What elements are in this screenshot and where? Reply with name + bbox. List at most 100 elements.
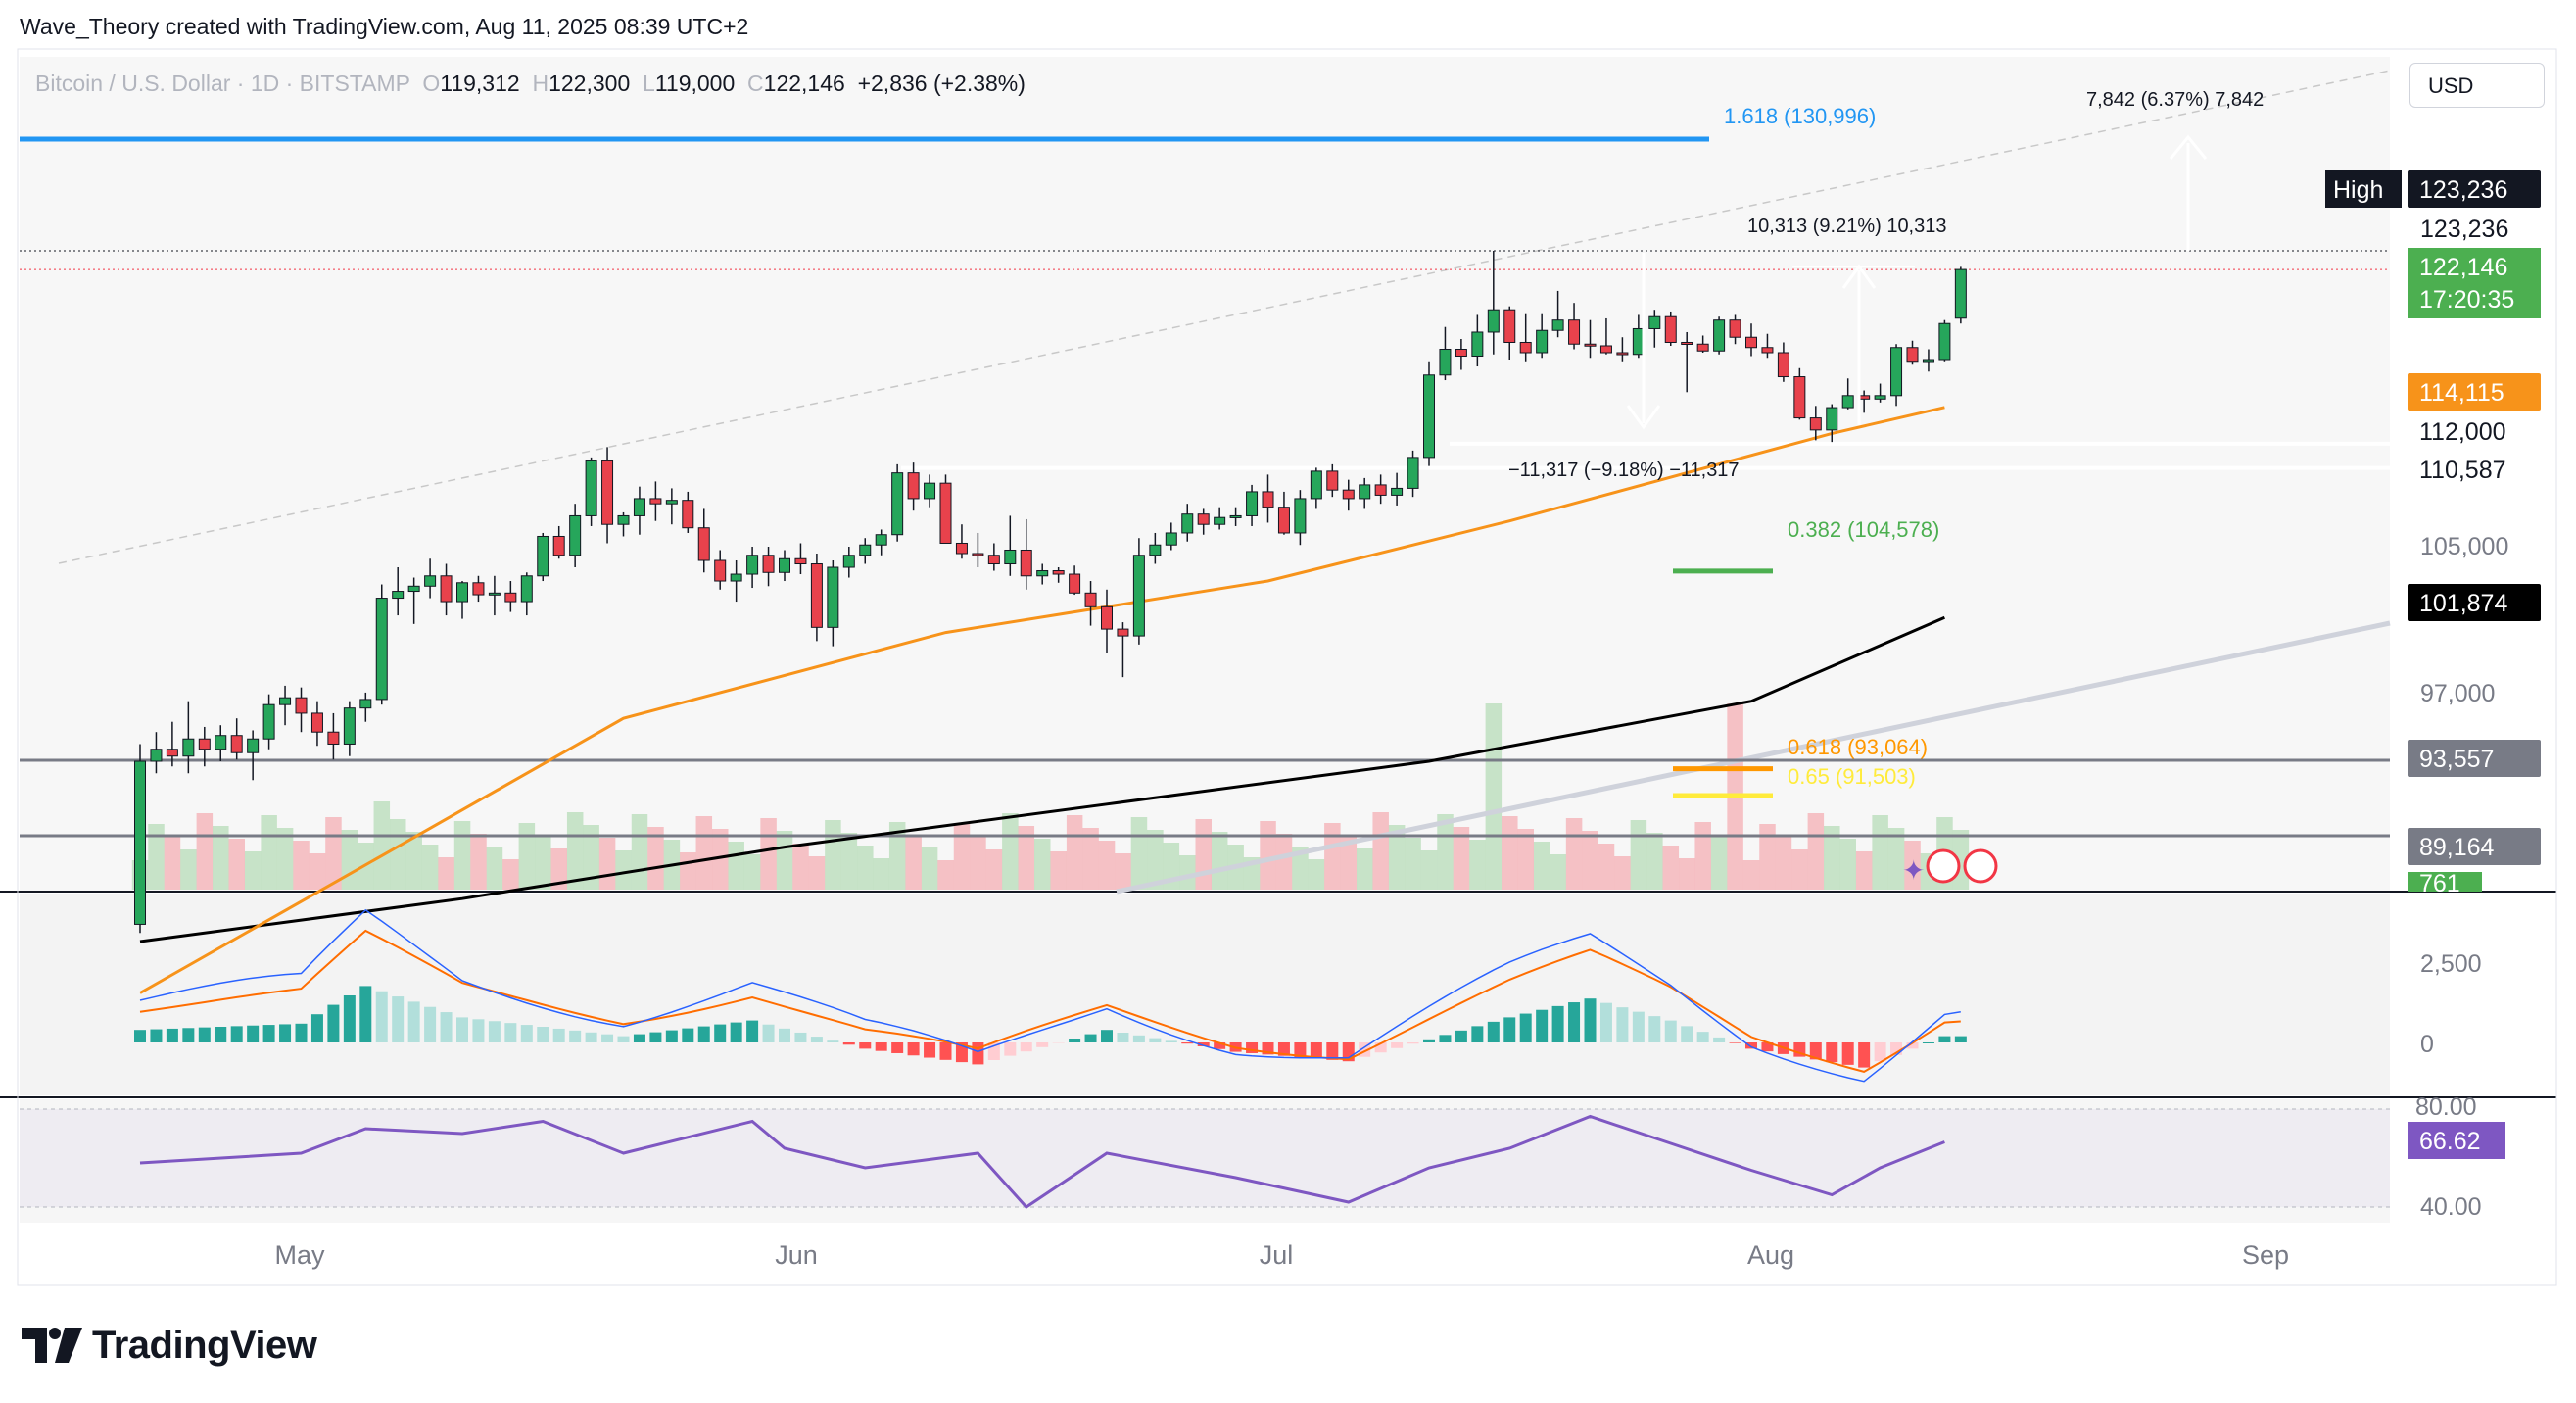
volume-bar bbox=[937, 860, 954, 890]
volume-badge: 761 bbox=[2419, 870, 2460, 897]
target-arrowhead bbox=[2169, 134, 2208, 160]
macd-bar bbox=[1277, 1042, 1290, 1056]
high-price-badge: 123,236 bbox=[2419, 176, 2507, 204]
macd-bar bbox=[1310, 1042, 1322, 1059]
volume-bar bbox=[1388, 825, 1406, 890]
volume-bar bbox=[1420, 850, 1438, 890]
volume-bar bbox=[1807, 813, 1825, 890]
macd-bar bbox=[215, 1027, 227, 1042]
macd-bar bbox=[907, 1042, 920, 1056]
macd-bar bbox=[1954, 1036, 1967, 1042]
volume-bar bbox=[1195, 819, 1212, 890]
volume-bar bbox=[438, 857, 454, 890]
trendline-lower bbox=[1116, 620, 2391, 895]
candle-down bbox=[972, 553, 984, 556]
volume-bar bbox=[244, 851, 262, 890]
macd-bar bbox=[1246, 1042, 1259, 1053]
ohlc-legend: Bitcoin / U.S. Dollar · 1D · BITSTAMP O1… bbox=[35, 71, 1026, 97]
candle-down bbox=[1052, 570, 1065, 575]
candle-down bbox=[1101, 605, 1113, 630]
macd-bar bbox=[1906, 1042, 1919, 1049]
candle-down bbox=[1729, 319, 1741, 338]
macd-bar bbox=[472, 1019, 485, 1042]
macd-bar bbox=[1149, 1038, 1162, 1042]
candle-up bbox=[424, 575, 437, 587]
macd-bar bbox=[1858, 1042, 1871, 1068]
candle-up bbox=[488, 592, 501, 596]
volume-bar bbox=[1502, 816, 1518, 890]
macd-bar bbox=[1536, 1009, 1549, 1042]
measure-up-label: 10,313 (9.21%) 10,313 bbox=[1747, 216, 1947, 237]
candle-up bbox=[585, 460, 597, 516]
rsi-axis-tick: 80.00 bbox=[2415, 1093, 2477, 1121]
price-axis-tick: 97,000 bbox=[2420, 680, 2495, 707]
macd-bar bbox=[1036, 1042, 1049, 1047]
candle-down bbox=[1906, 347, 1919, 363]
candle-up bbox=[1149, 544, 1162, 556]
macd-line bbox=[139, 908, 1961, 1083]
candle-down bbox=[552, 535, 565, 556]
time-axis-tick: Jul bbox=[1260, 1240, 1294, 1270]
candle-up bbox=[279, 697, 292, 705]
volume-bar bbox=[309, 853, 326, 890]
macd-bar bbox=[1632, 1011, 1645, 1042]
volume-bar bbox=[1710, 835, 1728, 890]
volume-bar bbox=[1662, 846, 1680, 890]
low-value: 119,000 bbox=[654, 71, 736, 96]
tradingview-logo[interactable]: TradingView bbox=[22, 1321, 317, 1370]
ema50-badge: 114,115 bbox=[2419, 379, 2504, 407]
candle-up bbox=[746, 555, 759, 575]
candle-up bbox=[617, 514, 630, 525]
candle-up bbox=[359, 699, 372, 709]
ema200-line bbox=[139, 615, 1945, 943]
candle-down bbox=[295, 697, 308, 714]
candle-up bbox=[182, 738, 195, 757]
macd-bar bbox=[262, 1025, 275, 1042]
macd-bar bbox=[440, 1012, 453, 1042]
macd-bar bbox=[552, 1028, 565, 1042]
macd-bar bbox=[1020, 1042, 1032, 1052]
volume-bar bbox=[1179, 855, 1196, 890]
ema50-badge-bg bbox=[2408, 373, 2541, 411]
macd-bar bbox=[779, 1028, 790, 1042]
candle-down bbox=[649, 498, 662, 505]
candle-up bbox=[875, 534, 887, 546]
candle-up bbox=[924, 482, 936, 500]
volume-bar bbox=[196, 813, 214, 890]
volume-bar bbox=[1115, 853, 1131, 890]
volume-bar bbox=[535, 836, 551, 890]
candle-down bbox=[198, 738, 211, 750]
macd-signal-line bbox=[139, 929, 1961, 1073]
volume-bar bbox=[1679, 858, 1695, 890]
volume-bar bbox=[1469, 840, 1486, 890]
candle-down bbox=[1745, 336, 1757, 349]
volume-bar bbox=[1002, 813, 1019, 890]
us-flag-event-icon bbox=[1926, 848, 1961, 884]
candle-up bbox=[407, 585, 420, 593]
macd-bar bbox=[891, 1042, 904, 1053]
candle-down bbox=[1342, 489, 1355, 500]
macd-bar bbox=[939, 1042, 952, 1060]
macd-bar bbox=[730, 1022, 742, 1042]
main-pane-bg bbox=[20, 57, 2390, 892]
candle-up bbox=[1922, 359, 1934, 363]
volume-bar bbox=[583, 825, 599, 890]
volume-bar bbox=[1904, 841, 1921, 890]
candle-down bbox=[1069, 573, 1081, 594]
brand-name: TradingView bbox=[92, 1323, 317, 1367]
currency-button[interactable]: USD bbox=[2409, 63, 2545, 108]
volume-bar bbox=[1405, 838, 1421, 890]
macd-pane-bg bbox=[20, 894, 2390, 1095]
volume-bar bbox=[1082, 828, 1099, 890]
candle-up bbox=[1165, 532, 1177, 546]
measure-up-arrowhead bbox=[1841, 264, 1877, 289]
macd-bar bbox=[762, 1024, 775, 1042]
macd-bar bbox=[875, 1042, 887, 1051]
candle-up bbox=[1471, 331, 1484, 358]
macd-bar bbox=[1648, 1016, 1661, 1042]
symbol-title[interactable]: Bitcoin / U.S. Dollar · 1D · BITSTAMP bbox=[35, 71, 410, 96]
macd-bar bbox=[392, 996, 405, 1042]
ema200-badge-bg bbox=[2408, 584, 2541, 621]
last-price-badge-bg bbox=[2408, 248, 2541, 318]
